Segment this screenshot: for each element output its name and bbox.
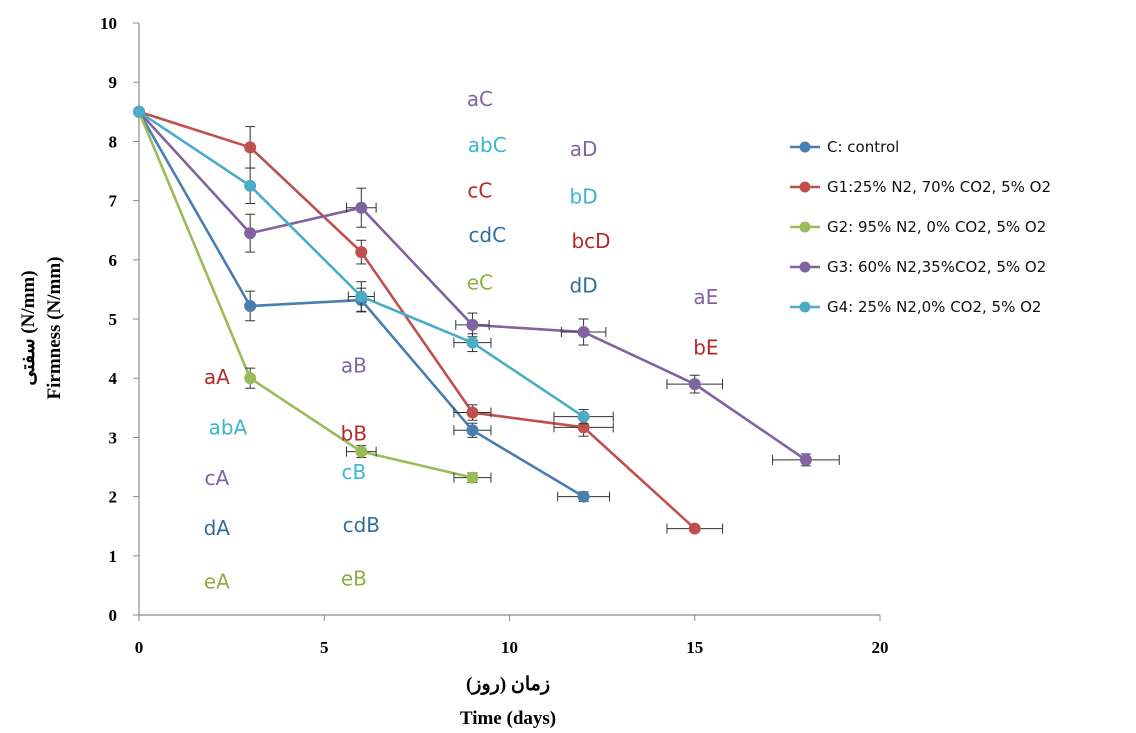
y-tick-label: 8 [109, 132, 118, 151]
significance-label: cA [204, 466, 229, 490]
y-tick-label: 5 [109, 310, 118, 329]
data-point [244, 141, 257, 154]
plot-area: 0 1 2 3 4 5 6 7 8 9 10 0 5 10 15 20 aA abA cA dA eA aB bB cB cdB… [100, 14, 889, 657]
data-point [244, 179, 257, 192]
legend-swatch-marker [799, 141, 811, 153]
significance-label: aB [341, 353, 367, 377]
data-point [244, 227, 257, 240]
data-point [688, 378, 701, 391]
data-point [466, 336, 479, 349]
y-tick-label: 3 [109, 428, 118, 447]
significance-label: bE [693, 336, 718, 360]
legend-label: G4: 25% N2,0% CO2, 5% O2 [827, 298, 1041, 316]
significance-label: abC [468, 133, 507, 157]
data-point [244, 372, 257, 385]
y-tick-label: 9 [109, 73, 118, 92]
x-tick-label: 0 [135, 638, 144, 657]
significance-label: bD [570, 185, 598, 209]
y-tick-label: 2 [109, 488, 118, 507]
significance-label: dD [570, 273, 598, 297]
x-tick-label: 5 [320, 638, 329, 657]
series-line [137, 111, 473, 479]
significance-label: bB [341, 421, 367, 445]
data-point [466, 406, 479, 419]
legend-label: C: control [827, 138, 899, 156]
significance-label: cdB [343, 513, 380, 537]
significance-label: eB [341, 566, 367, 590]
legend-swatch-marker [799, 261, 811, 273]
legend-swatch-marker [799, 181, 811, 193]
significance-label: abA [209, 415, 248, 439]
significance-label: eC [467, 270, 493, 294]
legend-label: G3: 60% N2,35%CO2, 5% O2 [827, 258, 1046, 276]
significance-label: dA [204, 516, 231, 540]
y-axis-title-fa: سفتی (N/mm) [18, 270, 39, 385]
y-tick-label: 10 [100, 14, 117, 33]
legend-label: G1:25% N2, 70% CO2, 5% O2 [827, 178, 1051, 196]
data-point [577, 326, 590, 339]
data-point [244, 299, 257, 312]
significance-label: aA [204, 365, 230, 389]
significance-label: aC [467, 87, 493, 111]
x-tick-label: 15 [686, 638, 703, 657]
y-tick-label: 1 [109, 547, 118, 566]
legend-swatch-marker [799, 301, 811, 313]
data-point [466, 424, 479, 437]
data-point [688, 522, 701, 535]
data-point [577, 410, 590, 423]
significance-label: eA [204, 569, 230, 593]
x-axis-title: Time (days) [460, 708, 556, 729]
y-tick-label: 0 [109, 606, 118, 625]
significance-label: aD [570, 137, 598, 161]
y-tick-label: 7 [109, 192, 118, 211]
data-point [577, 490, 590, 503]
data-point [355, 290, 368, 303]
significance-label: bcD [571, 229, 610, 253]
significance-label: cB [342, 460, 367, 484]
significance-label: cC [467, 179, 492, 203]
data-point [355, 201, 368, 214]
y-tick-label: 4 [109, 369, 118, 388]
y-tick-label: 6 [109, 251, 118, 270]
data-point [133, 105, 145, 118]
x-axis-title-fa: زمان (روز) [466, 674, 550, 695]
data-point [466, 318, 479, 331]
data-point [355, 246, 368, 259]
legend: C: control G1:25% N2, 70% CO2, 5% O2 G2: 9… [790, 138, 1051, 316]
data-point [355, 445, 368, 458]
data-point [466, 471, 479, 484]
y-axis-title: Firmness (N/mm) [44, 257, 65, 400]
legend-label: G2: 95% N2, 0% CO2, 5% O2 [827, 218, 1046, 236]
data-point [799, 453, 812, 466]
series-line [138, 110, 696, 530]
significance-label: aE [693, 285, 718, 309]
significance-label: cdC [468, 223, 506, 247]
x-tick-label: 20 [872, 638, 889, 657]
legend-swatch-marker [799, 221, 811, 233]
x-tick-label: 10 [501, 638, 518, 657]
